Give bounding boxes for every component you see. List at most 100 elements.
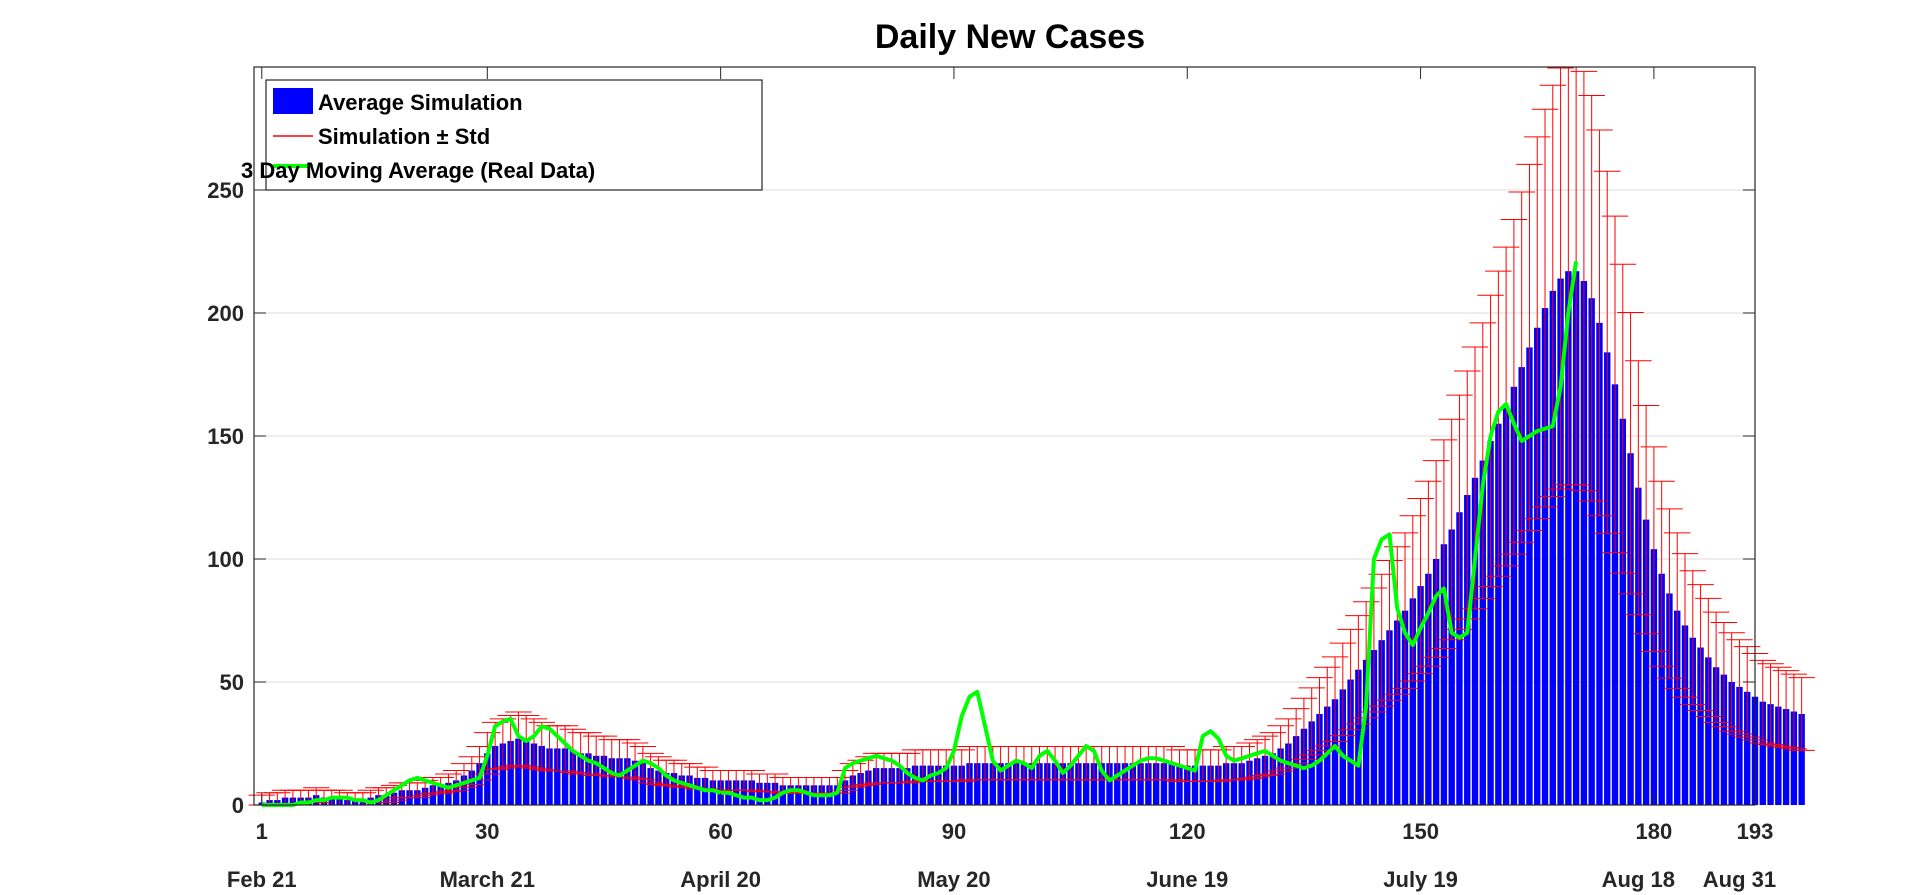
bar <box>1199 765 1207 805</box>
bar <box>764 782 771 805</box>
bar <box>569 750 577 805</box>
bar <box>1067 763 1074 805</box>
x-date-label: May 20 <box>917 867 990 892</box>
x-axis-tick-labels: 1 30 60 90 120 150 180 193 <box>256 819 1774 844</box>
bar <box>1075 763 1082 805</box>
bar <box>538 745 545 805</box>
bar <box>1767 704 1774 805</box>
x-axis-date-labels: Feb 21 March 21 April 20 May 20 June 19 July … <box>227 867 1776 892</box>
x-tick-label: 150 <box>1402 819 1439 844</box>
bar <box>639 763 647 805</box>
bar <box>1222 763 1230 805</box>
bar <box>1681 625 1689 805</box>
bar <box>1386 630 1393 805</box>
bar <box>911 765 919 805</box>
x-date-label: June 19 <box>1146 867 1228 892</box>
bar <box>927 765 934 805</box>
bar <box>1502 406 1510 805</box>
bar <box>1145 763 1152 805</box>
bar <box>1541 308 1549 805</box>
bar <box>1471 477 1479 805</box>
bar <box>1308 721 1315 805</box>
bar <box>1510 386 1518 805</box>
bar <box>904 768 911 805</box>
bar <box>1378 640 1385 805</box>
line-series-moving-average <box>261 261 1579 807</box>
bar <box>1759 701 1766 805</box>
y-tick-label: 100 <box>207 547 244 572</box>
bar <box>1160 763 1168 805</box>
bar <box>577 753 584 805</box>
bar <box>1121 763 1129 805</box>
bar <box>857 773 864 805</box>
bar <box>1261 755 1269 805</box>
axis-tick-marks <box>254 67 1756 806</box>
bar <box>1191 765 1199 805</box>
bar <box>1635 487 1642 805</box>
bar <box>1604 352 1611 805</box>
bar <box>1720 674 1728 805</box>
bar <box>1697 647 1704 805</box>
bar <box>1331 699 1339 805</box>
bar <box>1114 763 1121 805</box>
bar <box>507 741 514 805</box>
bar <box>981 763 989 805</box>
bar <box>1565 271 1572 805</box>
x-date-label: Aug 18 <box>1602 867 1675 892</box>
bar <box>1518 367 1525 805</box>
bar <box>748 780 755 805</box>
x-tick-label: 180 <box>1636 819 1673 844</box>
y-tick-label: 200 <box>207 301 244 326</box>
x-tick-label: 60 <box>708 819 732 844</box>
bar <box>1728 682 1735 805</box>
y-tick-label: 50 <box>220 670 244 695</box>
legend: Average Simulation Simulation ± Std 3 Da… <box>241 79 763 191</box>
bar <box>1790 711 1798 805</box>
bar <box>1658 573 1665 805</box>
bar <box>865 770 872 805</box>
bar <box>608 758 615 805</box>
bar <box>1674 610 1681 805</box>
y-tick-label: 250 <box>207 178 244 203</box>
bar <box>997 763 1004 805</box>
bar <box>1642 519 1650 805</box>
bar <box>421 787 429 805</box>
bar <box>1401 610 1409 805</box>
bar <box>880 768 888 805</box>
x-date-label: Aug 31 <box>1703 867 1776 892</box>
bar <box>1456 512 1463 805</box>
legend-label-moving-average: 3 Day Moving Average (Real Data) <box>241 158 595 183</box>
bar <box>1417 586 1424 805</box>
bar <box>585 753 592 805</box>
bar <box>1215 765 1222 805</box>
bar <box>554 748 561 805</box>
bar <box>1650 549 1658 805</box>
bar <box>1355 669 1362 805</box>
bar <box>1051 763 1059 805</box>
bar <box>1137 763 1144 805</box>
bar <box>1012 763 1020 805</box>
bar <box>1020 763 1028 805</box>
bar <box>499 743 507 805</box>
bar <box>771 782 779 805</box>
bar <box>1440 544 1448 805</box>
bar <box>1005 763 1012 805</box>
x-tick-label: 120 <box>1169 819 1206 844</box>
bar <box>1230 763 1238 805</box>
x-tick-label: 1 <box>256 819 268 844</box>
x-date-label: March 21 <box>440 867 535 892</box>
bar <box>795 785 802 805</box>
bar <box>958 765 965 805</box>
chart-title: Daily New Cases <box>875 18 1145 56</box>
bar <box>1370 650 1378 805</box>
bar <box>1557 278 1564 805</box>
bar <box>1347 679 1354 805</box>
bar <box>756 782 763 805</box>
bar <box>1176 765 1183 805</box>
bar <box>732 780 740 805</box>
bar <box>1090 763 1098 805</box>
bar <box>1106 763 1113 805</box>
bar <box>802 785 810 805</box>
bar <box>1736 686 1743 805</box>
bar <box>1059 763 1067 805</box>
